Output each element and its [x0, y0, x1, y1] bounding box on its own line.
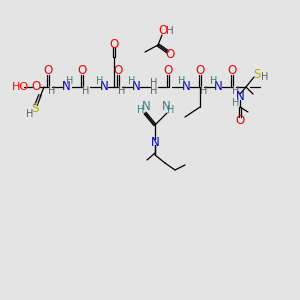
Text: O: O	[113, 64, 123, 77]
Text: H: H	[200, 86, 208, 96]
Text: H: H	[166, 26, 174, 36]
Text: H: H	[128, 76, 136, 86]
Text: O: O	[158, 25, 168, 38]
Text: O: O	[44, 64, 52, 77]
Text: S: S	[253, 68, 261, 80]
Text: O: O	[195, 64, 205, 77]
Text: N: N	[100, 80, 108, 94]
Text: N: N	[214, 80, 222, 94]
Text: O: O	[164, 64, 172, 77]
Text: O: O	[165, 49, 175, 62]
Text: S: S	[31, 103, 39, 116]
Text: HO: HO	[12, 82, 29, 92]
Text: H: H	[48, 86, 56, 96]
Text: H: H	[96, 76, 104, 86]
Text: H: H	[232, 98, 240, 108]
Text: H: H	[232, 86, 240, 96]
Text: O: O	[32, 80, 40, 94]
Text: O: O	[110, 38, 118, 50]
Text: H: H	[137, 105, 145, 115]
Text: N: N	[151, 136, 159, 148]
Text: N: N	[142, 100, 150, 113]
Text: N: N	[132, 80, 140, 94]
Text: N: N	[61, 80, 70, 94]
Text: H: H	[150, 86, 158, 96]
Text: O: O	[227, 64, 237, 77]
Text: H: H	[167, 105, 175, 115]
Text: N: N	[236, 91, 244, 103]
Text: N: N	[162, 100, 170, 113]
Text: H: H	[26, 109, 34, 119]
Text: O: O	[77, 64, 87, 77]
Text: H: H	[150, 78, 158, 88]
Text: H: H	[82, 86, 90, 96]
Text: H: H	[210, 76, 218, 86]
Text: H: H	[118, 86, 126, 96]
Text: O: O	[236, 113, 244, 127]
Text: H: H	[261, 72, 269, 82]
Text: H: H	[66, 76, 74, 86]
Text: H: H	[178, 76, 186, 86]
Text: N: N	[182, 80, 190, 94]
